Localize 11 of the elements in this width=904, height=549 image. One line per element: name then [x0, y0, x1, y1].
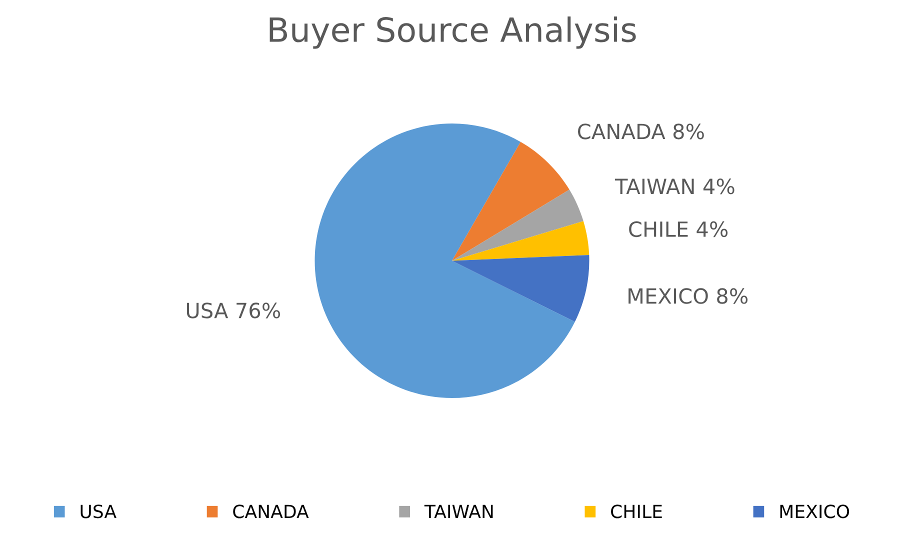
- legend-label: USA: [80, 504, 116, 518]
- data-label: TAIWAN 4%: [614, 178, 734, 194]
- data-label: CHILE 4%: [629, 221, 728, 238]
- legend-label: CHILE: [611, 504, 662, 518]
- legend-label: CANADA: [233, 504, 309, 518]
- chart-title: Buyer Source Analysis: [270, 16, 636, 49]
- data-label: USA 76%: [186, 302, 280, 318]
- data-label: CANADA 8%: [578, 124, 704, 140]
- legend-label: TAIWAN: [424, 504, 493, 518]
- data-label: MEXICO 8%: [628, 288, 748, 304]
- legend-label: MEXICO: [780, 504, 850, 518]
